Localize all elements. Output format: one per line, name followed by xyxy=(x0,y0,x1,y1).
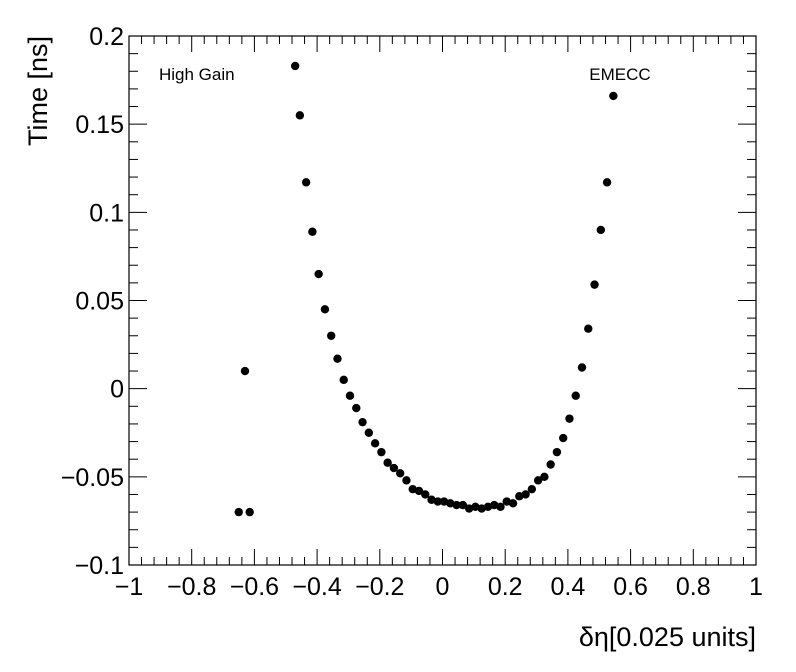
data-point xyxy=(414,486,424,496)
data-points-layer xyxy=(234,61,618,517)
data-point xyxy=(370,439,380,448)
y-tick-label: −0.05 xyxy=(61,464,124,492)
data-point xyxy=(433,497,442,506)
data-point xyxy=(352,403,361,413)
data-point xyxy=(571,391,580,400)
data-point xyxy=(452,500,461,510)
data-point xyxy=(301,178,311,187)
x-tick-label: 0.4 xyxy=(551,573,586,601)
y-tick-label: 0.05 xyxy=(75,288,124,316)
data-point xyxy=(234,507,243,517)
data-point xyxy=(558,433,568,443)
data-point xyxy=(290,61,300,71)
data-point xyxy=(358,417,367,427)
data-point xyxy=(565,414,574,423)
x-tick-label: 1 xyxy=(749,573,763,601)
x-tick-label: −1 xyxy=(115,573,144,601)
data-point xyxy=(602,178,612,187)
data-point xyxy=(395,469,405,478)
y-tick-label: 0.1 xyxy=(89,199,124,227)
data-point xyxy=(508,499,518,508)
data-point xyxy=(364,428,374,437)
data-point xyxy=(546,460,555,469)
data-point xyxy=(402,476,411,485)
data-point xyxy=(333,354,342,363)
x-tick-label: 0.2 xyxy=(488,573,523,601)
data-point xyxy=(345,391,355,400)
data-point xyxy=(421,490,430,499)
data-point xyxy=(389,463,399,473)
x-tick-label: −0.8 xyxy=(167,573,216,601)
data-point xyxy=(327,331,336,340)
data-point xyxy=(540,472,549,482)
plot-frame xyxy=(128,35,757,566)
data-point xyxy=(552,447,562,457)
x-tick-label: −0.4 xyxy=(292,573,341,601)
x-tick-label: 0.6 xyxy=(613,573,648,601)
data-point xyxy=(577,363,587,372)
data-point xyxy=(496,502,505,512)
data-point xyxy=(240,366,250,376)
data-point xyxy=(377,447,386,457)
data-point xyxy=(339,375,348,385)
annotation-high-gain: High Gain xyxy=(159,65,235,84)
x-tick-label: 0.8 xyxy=(676,573,711,601)
data-point xyxy=(584,324,593,333)
data-point xyxy=(245,507,254,517)
y-tick-label: 0.15 xyxy=(75,111,124,139)
data-point xyxy=(527,484,537,494)
data-point xyxy=(521,490,530,499)
y-tick-label: 0 xyxy=(110,376,124,404)
y-axis-label: Time [ns] xyxy=(23,36,53,146)
x-axis-label: δη[0.025 units] xyxy=(579,622,756,652)
y-tick-label: −0.1 xyxy=(75,552,124,580)
data-point xyxy=(314,269,323,279)
x-tick-label: −0.6 xyxy=(230,573,279,601)
data-point xyxy=(308,227,317,236)
data-point xyxy=(458,500,468,510)
x-tick-label: −0.2 xyxy=(355,573,404,601)
data-point xyxy=(533,476,543,485)
data-point xyxy=(596,225,606,235)
x-tick-label: 0 xyxy=(436,573,450,601)
data-point xyxy=(609,91,618,101)
ticks-layer: −1 −0.8 −0.6 −0.4 −0.2 0 0.2 0.4 0.6 0.8 1 −0.1 −0.0… xyxy=(61,23,763,601)
y-tick-label: 0.2 xyxy=(89,23,124,51)
data-point xyxy=(383,458,392,467)
data-point xyxy=(295,111,305,120)
data-point xyxy=(320,305,330,314)
annotation-emecc: EMECC xyxy=(589,65,650,84)
data-point xyxy=(590,280,599,289)
